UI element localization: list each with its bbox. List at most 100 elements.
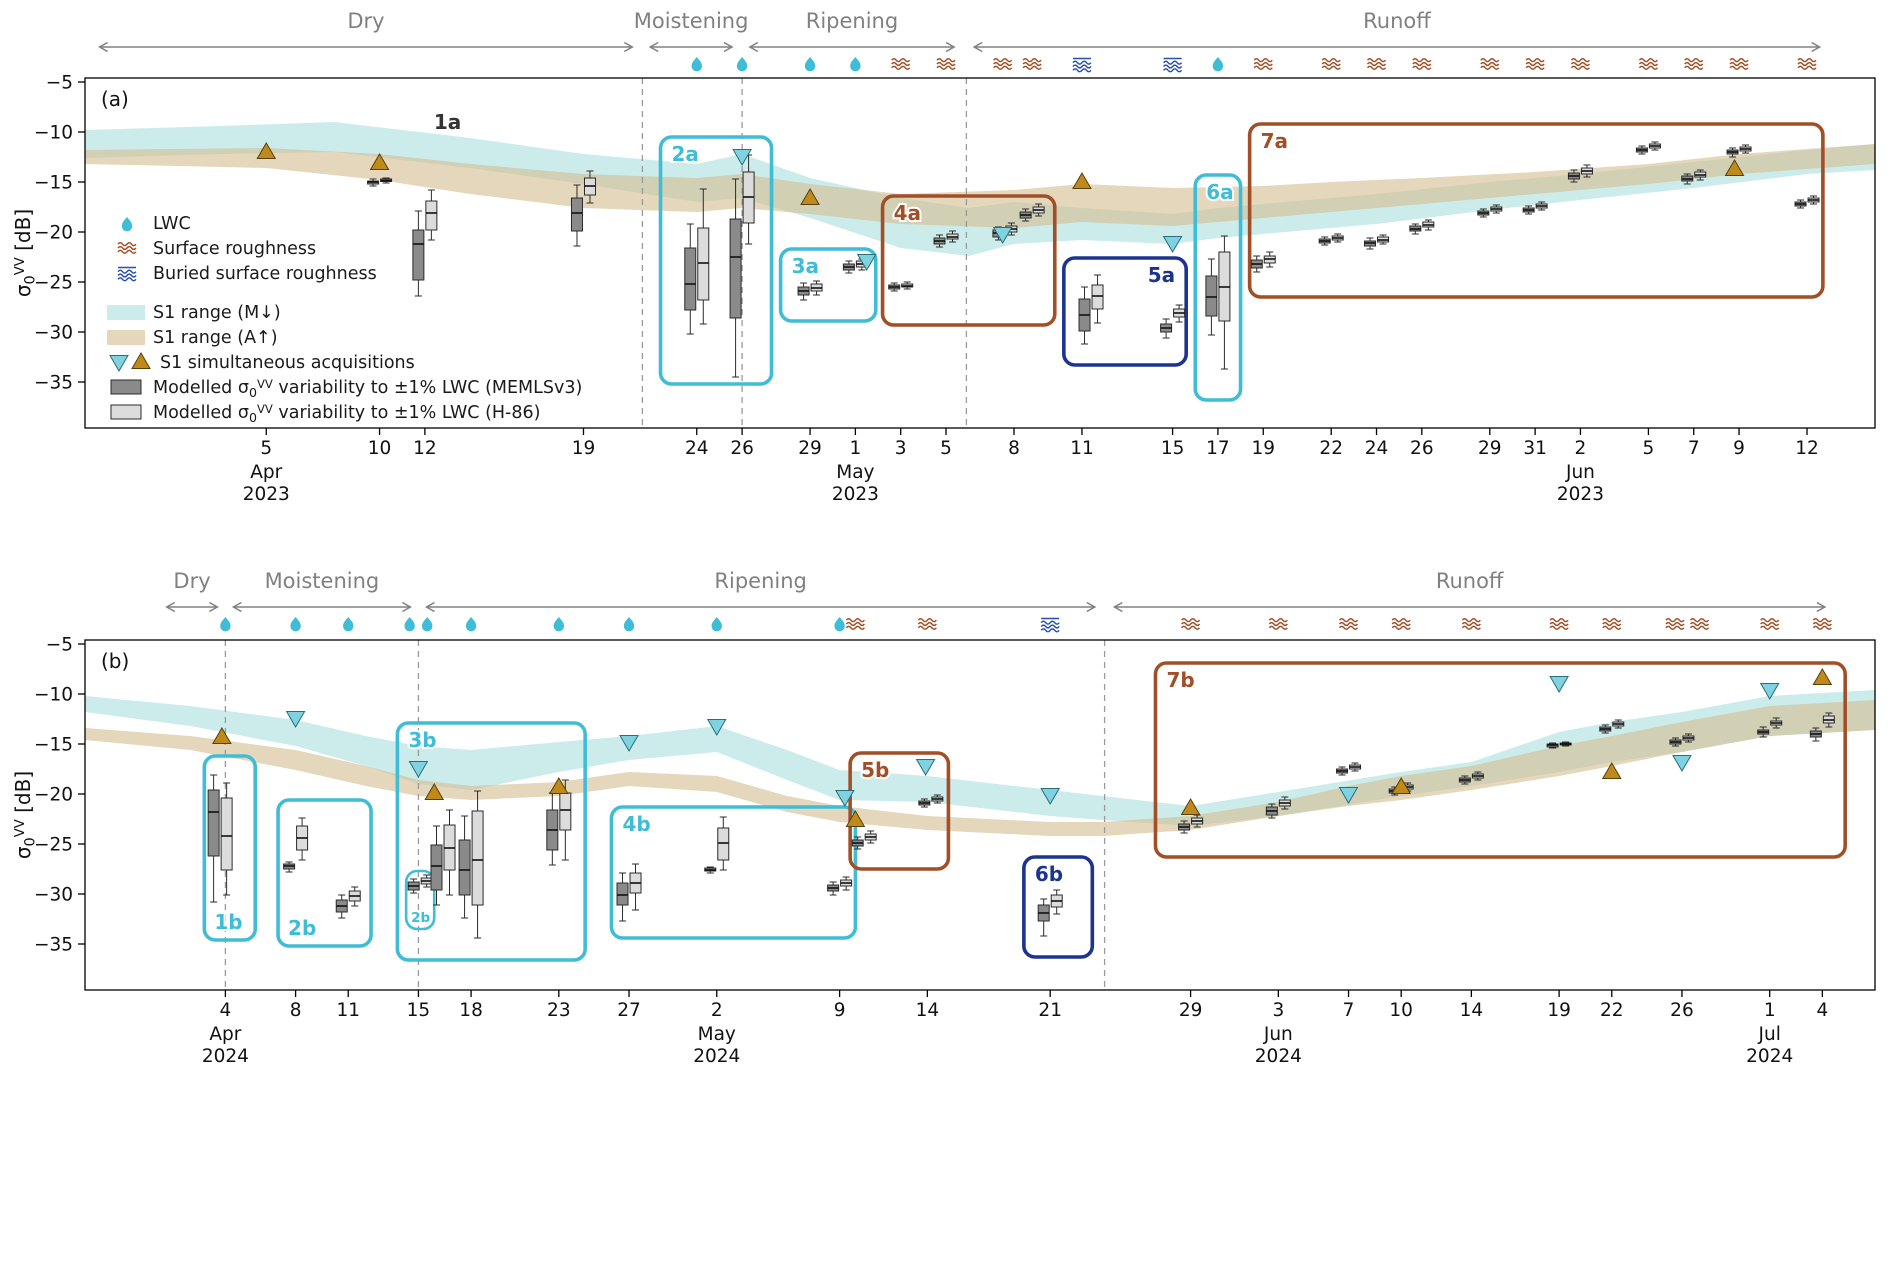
y-axis-title: σ0VV [dB]	[11, 771, 38, 859]
event-box-label: 5a	[1148, 263, 1175, 287]
x-tick-label: 23	[547, 1000, 571, 1021]
buried-roughness-icon	[1163, 57, 1183, 73]
y-tick-label: −20	[34, 223, 73, 244]
lwc-drop-icon	[422, 617, 433, 632]
boxplot-pair	[704, 816, 730, 874]
x-tick-label: 10	[1389, 1000, 1413, 1021]
y-tick-label: −5	[46, 73, 73, 94]
y-tick-label: −5	[46, 635, 73, 656]
y-tick-label: −15	[34, 173, 73, 194]
event-box-label: 7b	[1166, 668, 1194, 692]
boxplot-pair	[412, 189, 438, 297]
buried-roughness-icon	[1040, 617, 1060, 633]
phase-row: Dry Moistening Ripening Runoff	[165, 569, 1827, 613]
boxplot-pair	[1477, 204, 1503, 218]
legend-item-band_m: S1 range (M↓)	[107, 303, 281, 323]
s1-descending-triangle	[1040, 788, 1061, 805]
event-box-2b: 2b	[276, 798, 373, 948]
legend-label: LWC	[153, 214, 191, 234]
lwc-drop-icon	[290, 617, 301, 632]
lwc-drop-icon	[834, 617, 845, 632]
surface-roughness-icon	[845, 618, 865, 630]
event-box-6a: 6a	[1193, 173, 1243, 402]
x-tick-label: 1	[1764, 1000, 1776, 1021]
y-tick-label: −10	[34, 685, 73, 706]
surface-roughness-icon	[993, 58, 1013, 70]
lwc-drop-icon	[343, 617, 354, 632]
x-tick-label: 3	[895, 438, 907, 459]
month-label: Jun	[1263, 1024, 1293, 1045]
event-box-5a: 5a	[1062, 256, 1188, 367]
event-box-7a: 7a	[1247, 122, 1825, 299]
y-tick-label: −30	[34, 323, 73, 344]
x-tick-label: 7	[1688, 438, 1700, 459]
surface-roughness-icon	[1684, 58, 1704, 70]
boxplot-pair	[1599, 719, 1625, 734]
boxplot-pair	[1567, 164, 1593, 183]
surface-roughness-icon	[1812, 618, 1832, 630]
surface-roughness-icon	[1391, 618, 1411, 630]
x-tick-label: 9	[1733, 438, 1745, 459]
boxplot-pair	[1250, 251, 1276, 273]
legend-label: Modelled σ0VV variability to ±1% LWC (H-…	[153, 402, 540, 425]
surface-roughness-icon	[1461, 618, 1481, 630]
lwc-drop-icon	[691, 57, 702, 72]
surface-roughness-icon	[1729, 58, 1749, 70]
x-tick-label: 7	[1343, 1000, 1355, 1021]
legend: LWC Surface roughness Buried surface rough…	[107, 214, 582, 425]
event-box-label: 2b	[411, 910, 430, 926]
surface-roughness-icon	[1412, 58, 1432, 70]
surface-roughness-icon	[917, 618, 937, 630]
event-box-label: 3b	[408, 728, 436, 752]
x-tick-label: 14	[916, 1000, 940, 1021]
s1-descending-triangle	[285, 711, 306, 728]
x-tick-label: 22	[1600, 1000, 1624, 1021]
icon-row	[220, 617, 1832, 633]
legend-item-box_memls: Modelled σ0VV variability to ±1% LWC (ME…	[110, 377, 582, 400]
x-tick-label: 1	[849, 438, 861, 459]
legend-item-buried: Buried surface roughness	[117, 264, 377, 284]
event-box-label: 7a	[1261, 129, 1288, 153]
x-tick-label: 24	[1365, 438, 1389, 459]
boxplot-pair	[851, 830, 877, 850]
month-label: May	[698, 1024, 736, 1045]
event-box-3b: 3b	[395, 721, 587, 962]
y-tick-label: −20	[34, 785, 73, 806]
year-label: 2024	[1746, 1046, 1793, 1067]
legend-label: Surface roughness	[153, 239, 316, 259]
surface-roughness-icon	[1760, 618, 1780, 630]
x-tick-label: 19	[1547, 1000, 1571, 1021]
x-tick-label: 29	[798, 438, 822, 459]
s1-ascending-triangle	[1724, 159, 1745, 176]
surface-roughness-icon	[117, 242, 137, 254]
boxplot-pair	[430, 809, 456, 906]
boxplot-pair	[888, 281, 914, 292]
x-tick-label: 2	[711, 1000, 723, 1021]
s1-range-a-band	[85, 144, 1875, 228]
event-box-label: 4b	[622, 812, 650, 836]
s1-descending-triangle	[992, 227, 1013, 244]
s1-descending-triangle	[732, 149, 752, 166]
event-box-label: 4a	[894, 201, 921, 225]
year-label: 2023	[243, 484, 290, 505]
y-axis: −5 −10 −15 −20 −25 −30 −35	[34, 635, 85, 956]
x-tick-label: 29	[1478, 438, 1502, 459]
x-tick-label: 22	[1319, 438, 1343, 459]
event-box-label: 3a	[792, 254, 819, 278]
s1-descending-triangle	[1759, 683, 1780, 700]
phase-label-dry: Dry	[173, 569, 210, 593]
s1-descending-triangle	[408, 761, 429, 778]
s1-descending-triangle	[1672, 755, 1692, 772]
event-box-label: 5b	[861, 758, 889, 782]
year-label: 2023	[1557, 484, 1604, 505]
surface-roughness-icon	[891, 58, 911, 70]
x-tick-label: 9	[834, 1000, 846, 1021]
x-tick-label: 4	[220, 1000, 232, 1021]
event-box-label: 2a	[672, 142, 699, 166]
lwc-drop-icon	[553, 617, 565, 632]
y-tick-label: −10	[34, 123, 73, 144]
legend-item-rough: Surface roughness	[117, 239, 316, 259]
phase-label-runoff: Runoff	[1436, 569, 1504, 593]
phase-label-ripening: Ripening	[714, 569, 806, 593]
